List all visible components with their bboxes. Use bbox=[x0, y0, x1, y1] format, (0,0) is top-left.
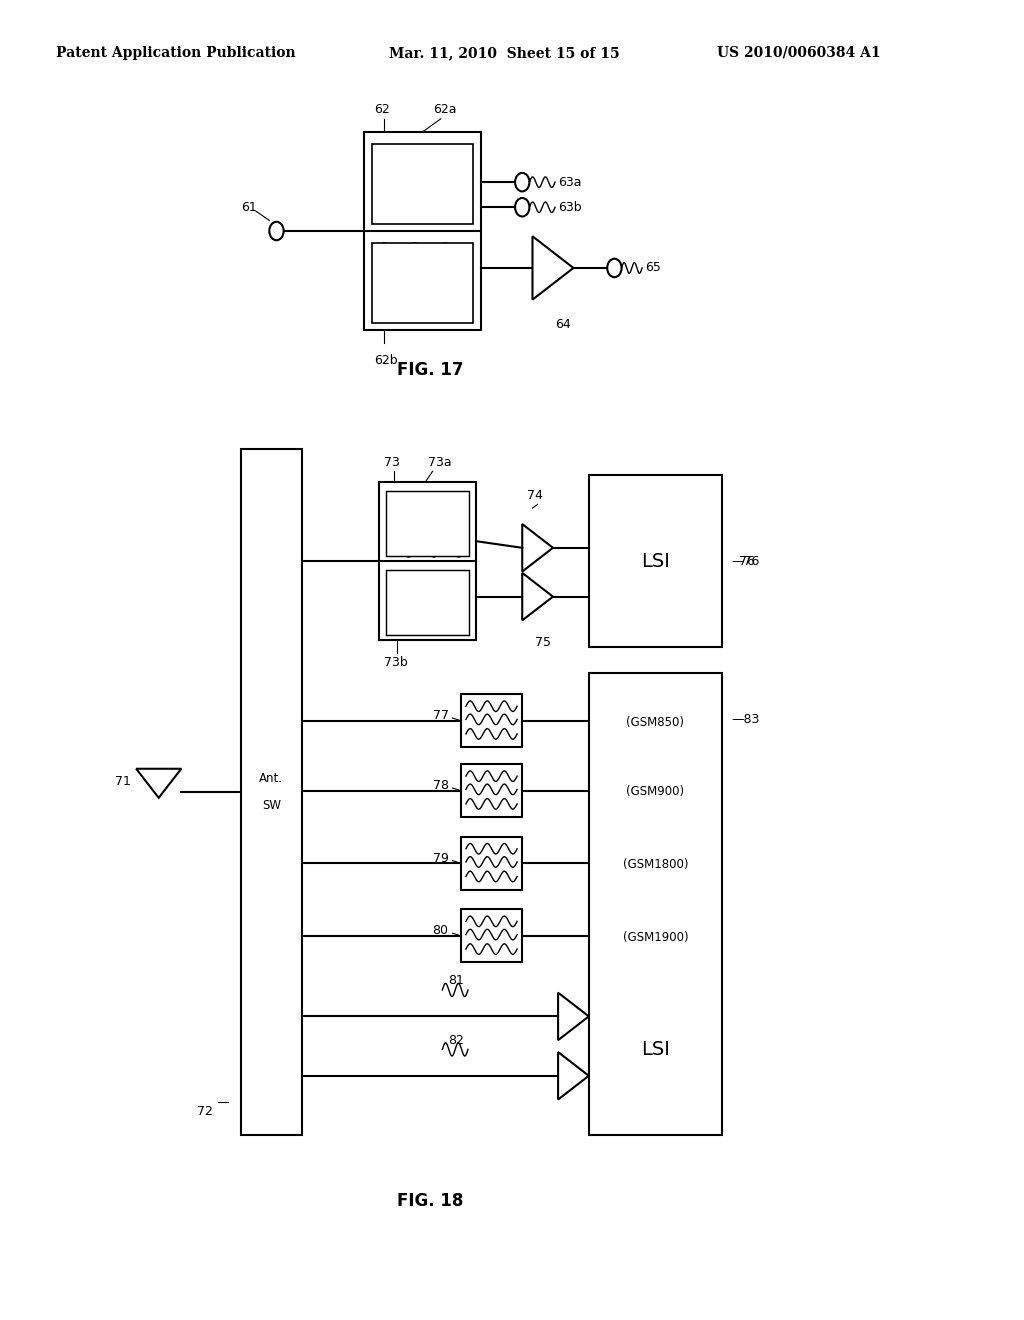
Text: —76: —76 bbox=[731, 554, 760, 568]
Text: 79: 79 bbox=[432, 851, 449, 865]
Text: 62b: 62b bbox=[374, 354, 397, 367]
Text: 63a: 63a bbox=[558, 176, 582, 189]
Text: Patent Application Publication: Patent Application Publication bbox=[56, 46, 296, 59]
Bar bbox=[461, 837, 522, 890]
Text: SW: SW bbox=[262, 799, 281, 812]
Text: (GSM900): (GSM900) bbox=[627, 785, 684, 799]
Bar bbox=[589, 673, 722, 1135]
Text: 71: 71 bbox=[115, 775, 131, 788]
Polygon shape bbox=[522, 573, 553, 620]
Bar bbox=[589, 475, 722, 647]
Text: (GSM1800): (GSM1800) bbox=[623, 858, 688, 871]
Text: (GSM850): (GSM850) bbox=[627, 715, 684, 729]
Text: (GSM1900): (GSM1900) bbox=[623, 931, 688, 944]
Text: Mar. 11, 2010  Sheet 15 of 15: Mar. 11, 2010 Sheet 15 of 15 bbox=[389, 46, 620, 59]
Text: 72: 72 bbox=[197, 1105, 213, 1118]
Text: 82: 82 bbox=[447, 1034, 464, 1047]
Bar bbox=[372, 243, 473, 323]
Text: FIG. 18: FIG. 18 bbox=[397, 1192, 463, 1210]
Text: LSI: LSI bbox=[641, 1040, 670, 1059]
Polygon shape bbox=[558, 1052, 589, 1100]
Bar bbox=[379, 482, 476, 640]
Text: 75: 75 bbox=[535, 636, 551, 649]
Bar bbox=[386, 491, 469, 556]
Text: 61: 61 bbox=[241, 201, 256, 214]
Text: 64: 64 bbox=[555, 318, 571, 331]
Text: 73a: 73a bbox=[428, 455, 452, 469]
Bar bbox=[461, 909, 522, 962]
Text: 74: 74 bbox=[526, 488, 543, 502]
Bar bbox=[372, 144, 473, 224]
Text: 80: 80 bbox=[432, 924, 449, 937]
Text: 73b: 73b bbox=[384, 656, 408, 669]
Bar bbox=[364, 132, 481, 330]
Polygon shape bbox=[532, 236, 573, 300]
Bar bbox=[241, 449, 302, 1135]
Text: Ant.: Ant. bbox=[259, 772, 284, 785]
Text: 78: 78 bbox=[432, 779, 449, 792]
Text: 62: 62 bbox=[374, 103, 389, 116]
Polygon shape bbox=[558, 993, 589, 1040]
Text: LSI: LSI bbox=[641, 552, 670, 570]
Text: —83: —83 bbox=[731, 713, 760, 726]
Text: 81: 81 bbox=[447, 974, 464, 987]
Text: 62a: 62a bbox=[432, 103, 456, 116]
Text: FIG. 17: FIG. 17 bbox=[397, 360, 463, 379]
Bar bbox=[461, 764, 522, 817]
Polygon shape bbox=[522, 524, 553, 572]
Polygon shape bbox=[136, 768, 181, 797]
Text: US 2010/0060384 A1: US 2010/0060384 A1 bbox=[717, 46, 881, 59]
Text: 63b: 63b bbox=[558, 201, 582, 214]
Text: 73: 73 bbox=[384, 455, 400, 469]
Bar bbox=[386, 570, 469, 635]
Text: 77: 77 bbox=[432, 709, 449, 722]
Text: 65: 65 bbox=[645, 261, 662, 275]
Bar bbox=[461, 694, 522, 747]
Text: 76: 76 bbox=[731, 554, 755, 568]
